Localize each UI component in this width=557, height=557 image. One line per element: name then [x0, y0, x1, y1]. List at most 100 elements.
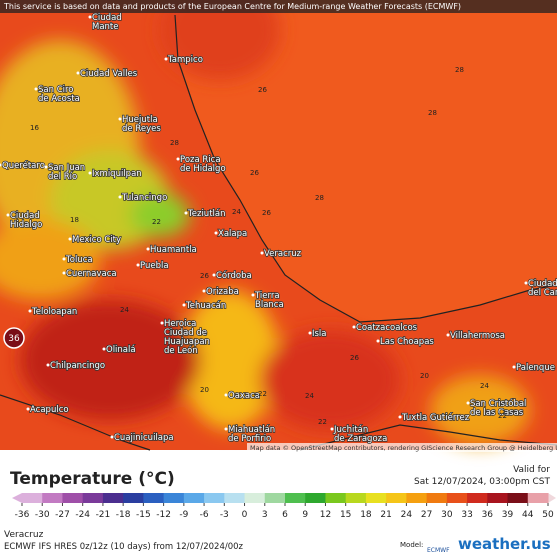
- city-label: Las Choapas: [380, 337, 434, 347]
- city-dot: [62, 271, 66, 275]
- scale-tick-label: 21: [380, 510, 391, 520]
- city-label: Palenque: [516, 363, 555, 373]
- scale-segment: [82, 493, 104, 503]
- city-label: Villahermosa: [450, 331, 505, 341]
- city-dot: [34, 87, 38, 91]
- city-label: Chilpancingo: [50, 361, 105, 371]
- contour-label: 28: [455, 66, 464, 74]
- city-dot: [224, 393, 228, 397]
- scale-tick-label: 50: [542, 510, 554, 520]
- contour-label: 20: [200, 386, 209, 394]
- city-label: Tampico: [167, 55, 203, 65]
- city-label: Heroica: [164, 319, 196, 329]
- scale-tick-label: -30: [35, 510, 50, 520]
- scale-tick-label: 3: [262, 510, 268, 520]
- city-dot: [0, 163, 2, 167]
- scale-tick-label: -36: [15, 510, 30, 520]
- city-label: Córdoba: [216, 270, 252, 281]
- city-dot: [136, 263, 140, 267]
- valid-time: Sat 12/07/2024, 03:00pm CST: [414, 477, 550, 487]
- contour-label: 16: [30, 124, 39, 132]
- city-label: Tuxtla Gutiérrez: [401, 412, 470, 423]
- city-label: Veracruz: [264, 249, 302, 259]
- city-label: Mexico City: [72, 235, 121, 245]
- city-label: Oaxaca: [228, 391, 260, 401]
- valid-label: Valid for: [513, 465, 550, 475]
- city-dot: [146, 247, 150, 251]
- scale-tick-label: -21: [96, 510, 111, 520]
- city-label: Isla: [312, 329, 327, 339]
- scale-segment: [204, 493, 225, 503]
- city-label: de Reyes: [122, 124, 161, 134]
- attribution: Map data © OpenStreetMap contributors, r…: [250, 444, 557, 452]
- contour-label: 26: [262, 209, 271, 217]
- city-label: Ciudad: [10, 211, 40, 221]
- scale-tick-label: 0: [242, 510, 248, 520]
- city-dot: [182, 303, 186, 307]
- location-marker: [3, 327, 25, 349]
- city-label: San Juan: [48, 163, 85, 173]
- city-label: Querétaro: [2, 160, 45, 171]
- city-label: Puebla: [140, 261, 169, 271]
- city-label: Ciudad: [92, 13, 122, 23]
- city-dot: [62, 257, 66, 261]
- scale-segment: [102, 493, 124, 503]
- city-dot: [466, 401, 470, 405]
- scale-segment: [487, 493, 509, 503]
- contour-label: 24: [120, 306, 129, 314]
- city-label: de las Casas: [470, 408, 524, 418]
- scale-tick-label: -6: [200, 510, 209, 520]
- city-dot: [88, 171, 92, 175]
- city-label: Cuajinicuilapa: [114, 433, 174, 443]
- contour-label: 28: [170, 139, 179, 147]
- scale-segment: [386, 493, 407, 503]
- legend: Temperature (°C) Valid for Sat 12/07/202…: [4, 465, 551, 554]
- scale-tick-label: 27: [421, 510, 432, 520]
- city-label: Mante: [92, 22, 119, 32]
- city-dot: [212, 273, 216, 277]
- city-label: Orizaba: [206, 287, 239, 297]
- scale-end: [548, 493, 556, 503]
- city-label: del Río: [48, 172, 77, 182]
- contour-label: 24: [480, 382, 489, 390]
- city-label: Acapulco: [30, 405, 69, 415]
- city-dot: [446, 333, 450, 337]
- city-label: de Hidalgo: [180, 164, 226, 174]
- scale-tick-label: 18: [360, 510, 372, 520]
- city-label: Tehuacán: [185, 301, 226, 311]
- model: ECMWF: [427, 547, 450, 554]
- city-label: de Porfirio: [228, 434, 271, 444]
- marker-value: 36: [8, 334, 20, 344]
- scale-tick-label: -18: [116, 510, 131, 520]
- contour-label: 28: [428, 109, 437, 117]
- city-label: Hidalgo: [10, 220, 42, 230]
- map: This service is based on data and produc…: [0, 0, 557, 452]
- scale-tick-label: 9: [302, 510, 308, 520]
- contour-label: 26: [258, 86, 267, 94]
- scale-tick-label: 30: [441, 510, 453, 520]
- contour-label: 22: [152, 218, 161, 226]
- scale-tick-label: 24: [401, 510, 413, 520]
- contour-label: 26: [200, 272, 209, 280]
- city-label: San Ciro: [38, 85, 74, 95]
- contour-label: 24: [305, 392, 314, 400]
- city-dot: [6, 213, 10, 217]
- city-label: San Cristóbal: [470, 398, 526, 409]
- city-dot: [398, 415, 402, 419]
- city-dot: [118, 117, 122, 121]
- city-label: del Carme: [528, 288, 557, 298]
- city-dot: [160, 321, 164, 325]
- city-dot: [330, 427, 334, 431]
- scale-segment: [325, 493, 347, 503]
- city-label: Poza Rica: [180, 155, 221, 165]
- scale-tick-label: -27: [55, 510, 70, 520]
- city-label: Ixmiquilpan: [92, 169, 142, 179]
- contour-label: 26: [350, 354, 359, 362]
- city-label: de Acosta: [38, 94, 80, 104]
- scale-segment: [345, 493, 367, 503]
- city-dot: [308, 331, 312, 335]
- city-dot: [88, 15, 92, 19]
- city-dot: [251, 293, 255, 297]
- scale-tick-label: 12: [320, 510, 331, 520]
